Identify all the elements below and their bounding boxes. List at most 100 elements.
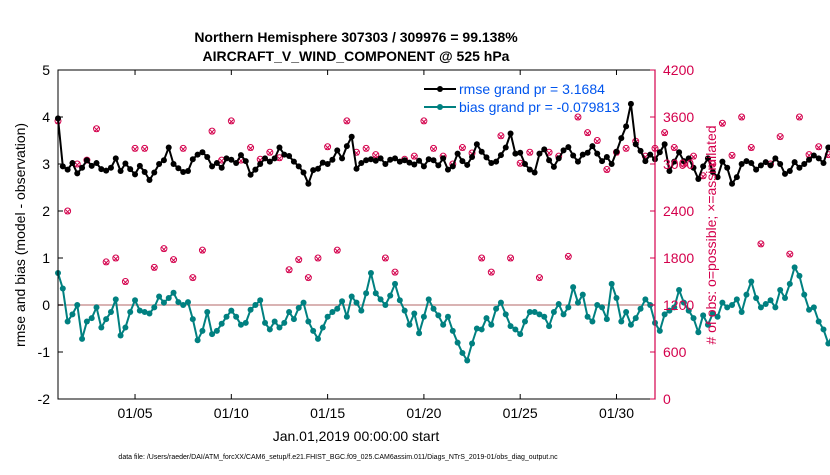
rmse-point bbox=[262, 155, 269, 162]
rmse-point bbox=[772, 155, 779, 162]
obs-possible-point bbox=[574, 113, 582, 121]
rmse-point bbox=[502, 144, 509, 151]
rmse-point bbox=[454, 150, 461, 157]
bias-point bbox=[709, 310, 716, 317]
rmse-point bbox=[127, 166, 134, 173]
bias-point bbox=[165, 294, 172, 301]
obs-possible-point bbox=[795, 113, 803, 121]
rmse-point bbox=[401, 157, 408, 164]
obs-assimilated-point bbox=[517, 161, 523, 167]
rmse-point bbox=[103, 167, 110, 174]
obs-possible-point bbox=[372, 151, 380, 159]
x-tick-label: 01/05 bbox=[118, 405, 153, 421]
obs-assimilated-point bbox=[286, 267, 292, 274]
bias-point bbox=[825, 340, 830, 347]
bias-point bbox=[180, 302, 187, 308]
bias-point bbox=[493, 305, 500, 312]
rmse-point bbox=[473, 141, 480, 148]
rmse-point bbox=[204, 153, 211, 160]
obs-possible-point bbox=[93, 125, 101, 133]
bias-point bbox=[305, 318, 312, 325]
bias-point bbox=[637, 305, 644, 312]
bias-point bbox=[594, 302, 601, 308]
rmse-point bbox=[358, 160, 365, 167]
obs-possible-point bbox=[603, 165, 611, 173]
rmse-point bbox=[74, 170, 81, 177]
bias-point bbox=[550, 309, 557, 316]
obs-assimilated-point bbox=[65, 209, 71, 215]
rmse-point bbox=[430, 157, 437, 164]
obs-assimilated-point bbox=[103, 260, 109, 266]
obs-possible-point bbox=[198, 246, 206, 254]
x-tick-label: 01/10 bbox=[214, 405, 249, 421]
rmse-point bbox=[483, 154, 490, 161]
bias-point bbox=[772, 304, 779, 311]
rmse-point bbox=[796, 164, 803, 171]
rmse-point bbox=[411, 161, 418, 168]
rmse-point bbox=[314, 165, 321, 172]
bias-point bbox=[642, 296, 649, 303]
bias-point bbox=[286, 309, 293, 316]
bias-point bbox=[430, 305, 437, 312]
obs-possible-point bbox=[564, 252, 572, 260]
obs-possible-point bbox=[285, 266, 293, 274]
bias-point bbox=[608, 280, 615, 287]
rmse-point bbox=[550, 163, 557, 170]
bias-point bbox=[815, 318, 822, 325]
obs-possible-point bbox=[333, 246, 341, 254]
rmse-point bbox=[777, 161, 784, 167]
rmse-point bbox=[531, 169, 538, 176]
bias-point bbox=[444, 313, 451, 320]
rmse-point bbox=[247, 171, 254, 178]
bias-point bbox=[560, 311, 567, 318]
y-right-tick-label: 3600 bbox=[663, 109, 694, 125]
rmse-point bbox=[286, 153, 293, 160]
obs-assimilated-point bbox=[585, 130, 591, 137]
obs-assimilated-point bbox=[113, 256, 119, 262]
rmse-point bbox=[613, 148, 620, 155]
obs-possible-point bbox=[247, 144, 255, 152]
rmse-point bbox=[791, 159, 798, 166]
bias-point bbox=[632, 315, 639, 322]
obs-possible-point bbox=[747, 144, 755, 152]
obs-assimilated-point bbox=[729, 153, 735, 159]
obs-assimilated-point bbox=[527, 150, 533, 156]
rmse-point bbox=[257, 161, 264, 167]
y-right-axis: 0 600 1200 1800 2400 3000 3600 4200 bbox=[650, 62, 694, 407]
bias-point bbox=[103, 316, 110, 323]
rmse-point bbox=[690, 164, 697, 171]
bias-point bbox=[83, 318, 90, 325]
rmse-point bbox=[194, 151, 201, 158]
bias-point bbox=[262, 319, 269, 326]
obs-assimilated-point bbox=[325, 144, 331, 151]
rmse-point bbox=[339, 155, 346, 162]
rmse-point bbox=[801, 161, 808, 167]
obs-assimilated-point bbox=[363, 146, 369, 152]
bias-point bbox=[599, 304, 606, 311]
rmse-point bbox=[469, 153, 476, 160]
plot-area bbox=[58, 70, 655, 399]
rmse-point bbox=[382, 161, 389, 167]
y-left-tick-label: 5 bbox=[42, 62, 50, 78]
rmse-point bbox=[156, 161, 163, 167]
y-right-tick-label: 3000 bbox=[663, 156, 694, 172]
rmse-point bbox=[319, 159, 326, 166]
legend-bias-label: bias grand pr = -0.079813 bbox=[459, 99, 620, 115]
bias-point bbox=[329, 309, 336, 316]
obs-assimilated-point bbox=[276, 155, 283, 162]
chart-subtitle: AIRCRAFT_V_WIND_COMPONENT @ 525 hPa bbox=[203, 48, 510, 64]
obs-possible-point bbox=[141, 144, 149, 152]
obs-assimilated-point bbox=[479, 256, 485, 262]
obs-assimilated-point bbox=[604, 167, 610, 173]
obs-possible-point bbox=[391, 268, 399, 276]
rmse-point bbox=[676, 149, 683, 156]
rmse-point bbox=[642, 158, 649, 165]
y-right-tick-label: 600 bbox=[663, 344, 687, 360]
bias-point bbox=[464, 357, 471, 364]
rmse-point bbox=[464, 161, 471, 168]
obs-possible-point bbox=[295, 256, 303, 264]
bias-point bbox=[449, 327, 456, 334]
rmse-point bbox=[213, 160, 220, 167]
rmse-point bbox=[507, 130, 514, 137]
rmse-point bbox=[700, 163, 707, 170]
